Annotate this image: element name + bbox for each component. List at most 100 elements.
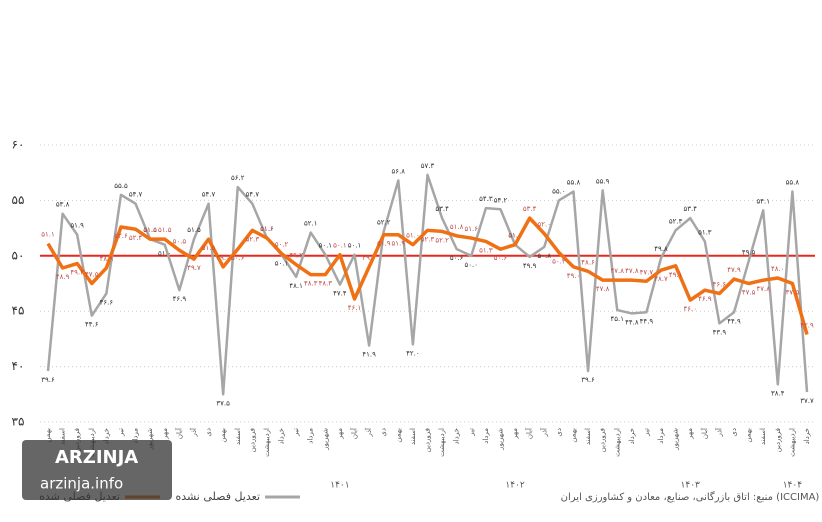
x-tick-label: اردیبهشت <box>613 428 621 457</box>
data-label: ۳۹.۶ <box>41 376 55 384</box>
data-label: ۴۷.۷ <box>640 268 654 276</box>
x-tick-label: دی <box>555 428 563 437</box>
data-label: ۴۷.۸ <box>756 285 770 293</box>
x-tick-label: بهمن <box>44 428 52 443</box>
x-tick-label: مهر <box>686 428 694 440</box>
data-label: ۵۳.۴ <box>683 205 697 213</box>
x-tick-label: مرداد <box>482 428 490 444</box>
x-tick-label: آبان <box>350 427 359 439</box>
data-label: ۵۴.۲ <box>494 196 508 204</box>
x-tick-label: خرداد <box>278 428 286 444</box>
data-label: ۵۲.۳ <box>669 217 683 225</box>
data-label: ۴۷.۸ <box>596 285 610 293</box>
y-tick-label: ۶۰ <box>12 138 25 152</box>
data-label: ۵۶.۸ <box>392 167 406 175</box>
x-tick-label: اسفند <box>59 428 67 445</box>
year-label: ۱۴۰۴ <box>783 481 803 491</box>
x-tick-label: اسفند <box>759 428 767 445</box>
data-label: ۴۸.۷ <box>654 275 668 283</box>
data-label: ۴۸.۰ <box>771 265 785 273</box>
x-tick-label: مرداد <box>657 428 665 444</box>
x-tick-label: مرداد <box>307 428 315 444</box>
x-tick-label: اسفند <box>584 428 592 445</box>
data-label: ۵۲.۳ <box>421 235 435 243</box>
watermark-site: arzinja.info <box>40 475 123 493</box>
data-label: ۴۹.۲ <box>289 252 303 260</box>
x-tick-label: تیر <box>467 428 475 437</box>
data-label: ۵۳.۴ <box>523 205 537 213</box>
data-label: ۵۱.۵ <box>143 226 157 234</box>
data-label: ۵۱.۵ <box>187 226 201 234</box>
data-label: ۵۰.۳ <box>552 257 566 265</box>
data-label: ۴۶.۶ <box>100 298 114 306</box>
year-label: ۱۴۰۱ <box>330 481 349 491</box>
watermark-bg <box>22 440 172 500</box>
x-tick-label: فروردین <box>774 428 782 452</box>
data-label: ۴۲.۰ <box>406 349 420 357</box>
data-label: ۵۱.۸ <box>450 223 464 231</box>
x-tick-label: آذر <box>539 427 548 437</box>
data-label: ۵۱.۶ <box>260 225 274 233</box>
data-label: ۴۹.۰ <box>567 272 581 280</box>
y-tick-label: ۵۰ <box>12 248 25 262</box>
data-label: ۵۱.۹ <box>70 222 84 230</box>
data-label: ۵۱.۰ <box>508 232 522 240</box>
data-label: ۴۷.۸ <box>610 267 624 275</box>
data-label: ۴۹.۰ <box>216 254 230 262</box>
data-label: ۵۰.۶ <box>231 254 245 262</box>
year-label: ۱۴۰۳ <box>681 481 701 491</box>
y-tick-label: ۴۰ <box>12 359 25 373</box>
y-tick-label: ۳۵ <box>12 415 25 429</box>
data-label: ۵۱.۱ <box>41 231 55 239</box>
data-label: ۵۱.۰ <box>508 232 522 240</box>
data-label: ۴۲.۹ <box>800 321 814 329</box>
data-label: ۵۴.۷ <box>129 191 143 199</box>
data-label: ۵۱.۰ <box>406 232 420 240</box>
data-label: ۵۷.۳ <box>421 162 435 170</box>
data-label: ۴۸.۹ <box>100 255 114 263</box>
data-label: ۵۲.۰ <box>538 221 552 229</box>
legend-label: تعدیل فصلی نشده <box>175 490 260 503</box>
x-tick-label: فروردین <box>599 428 607 452</box>
x-tick-label: اسفند <box>234 428 242 445</box>
x-tick-label: خرداد <box>803 428 811 444</box>
data-label: ۵۱.۹ <box>377 240 391 248</box>
x-tick-label: فروردین <box>248 428 256 452</box>
data-label: ۴۹.۷ <box>187 264 201 272</box>
x-tick-label: آبان <box>700 427 709 439</box>
data-label: ۴۸.۶ <box>581 258 595 266</box>
data-label: ۴۴.۸ <box>625 318 639 326</box>
x-tick-label: اردیبهشت <box>438 428 446 457</box>
data-label: ۳۸.۴ <box>771 389 785 397</box>
data-label: ۵۵.۸ <box>567 179 581 187</box>
x-tick-label: آذر <box>714 427 723 437</box>
data-label: ۵۰.۱ <box>348 242 362 250</box>
data-label: ۵۰.۰ <box>465 261 479 269</box>
x-tick-label: فروردین <box>424 428 432 452</box>
data-label: ۵۱.۹ <box>392 240 406 248</box>
x-tick-label: بهمن <box>569 428 577 443</box>
x-tick-label: دی <box>730 428 738 437</box>
data-label: ۵۲.۴ <box>129 234 143 242</box>
data-label: ۴۶.۹ <box>698 295 712 303</box>
data-label: ۴۶.۹ <box>173 295 187 303</box>
data-label: ۵۱.۵ <box>158 226 172 234</box>
y-tick-label: ۴۵ <box>12 304 25 318</box>
x-tick-label: شهریور <box>496 428 504 451</box>
data-label: ۴۷.۵ <box>85 271 99 279</box>
data-label: ۵۵.۵ <box>114 182 128 190</box>
data-label: ۴۷.۴ <box>333 290 347 298</box>
x-tick-label: آبان <box>174 427 183 439</box>
x-tick-label: خرداد <box>102 428 110 444</box>
data-label: ۵۲.۲ <box>377 218 391 226</box>
data-label: ۵۱.۳ <box>698 228 712 236</box>
x-tick-label: آذر <box>364 427 373 437</box>
data-label: ۵۰.۶ <box>450 254 464 262</box>
x-tick-label: اسفند <box>409 428 417 445</box>
x-tick-label: بهمن <box>219 428 227 443</box>
data-label: ۵۱.۳ <box>479 246 493 254</box>
series-line <box>46 216 809 335</box>
data-label: ۴۶.۱ <box>348 304 362 312</box>
data-label: ۵۴.۷ <box>246 191 260 199</box>
data-label: ۵۱.۵ <box>143 226 157 234</box>
